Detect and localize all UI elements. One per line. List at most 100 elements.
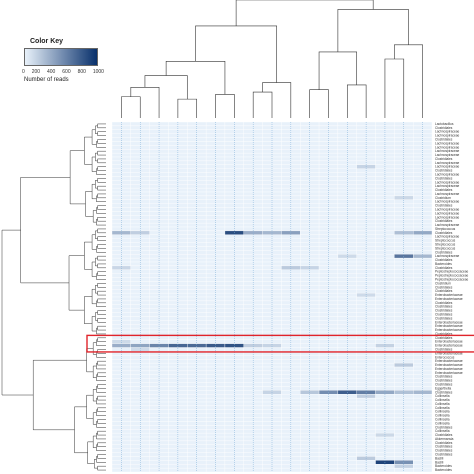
- dendrogram-branch: [384, 58, 405, 118]
- row-label: Clostridiales: [435, 258, 453, 262]
- dendrogram-branch: [96, 339, 106, 346]
- row-label: Enterobacteriaceae: [435, 293, 463, 297]
- dendrogram-branch: [97, 244, 106, 249]
- row-label: Clostridiales: [435, 452, 453, 456]
- row-label: Lachnospiraceae: [435, 130, 460, 134]
- dendrogram-branch: [97, 271, 106, 276]
- dendrogram-branch: [96, 218, 106, 226]
- row-label: Enterococcus: [435, 355, 455, 359]
- row-label: Bacilli: [435, 460, 444, 464]
- row-label: Bacilli: [435, 456, 444, 460]
- dendrogram-branch: [86, 394, 94, 419]
- dendrogram-branch: [96, 421, 106, 428]
- row-label: Clostridiales: [435, 285, 453, 289]
- dendrogram-branch: [177, 98, 198, 118]
- dendrogram-branch: [85, 191, 94, 217]
- dendrogram-branch: [97, 228, 106, 234]
- row-label: Bacteroides: [435, 464, 452, 468]
- dendrogram-branch: [84, 241, 93, 270]
- dendrogram-branch: [96, 362, 106, 370]
- row-label: Clostridiales: [435, 390, 453, 394]
- row-label: Akkermansia: [435, 437, 454, 441]
- dendrogram-branch: [97, 263, 106, 269]
- dendrogram-branch: [95, 312, 98, 321]
- row-label: Collinsella: [435, 410, 450, 414]
- row-label: Bacteroides: [435, 468, 452, 472]
- row-label: Enterobacteriaceae: [435, 367, 463, 371]
- row-label: Collinsella: [435, 398, 450, 402]
- dendrogram-branch: [92, 435, 97, 448]
- dendrogram-branch: [92, 210, 97, 223]
- dendrogram-branch: [96, 409, 106, 416]
- dendrogram-branch: [69, 150, 86, 205]
- dendrogram-branch: [97, 205, 106, 210]
- dendrogram-branch: [252, 91, 273, 118]
- row-label: Clostridiales: [435, 188, 453, 192]
- row-label: Clostridiales: [435, 219, 453, 223]
- row-label: Enterobacteriaceae: [435, 340, 463, 344]
- row-label: Collinsella: [435, 394, 450, 398]
- row-label: Clostridiales: [435, 332, 453, 336]
- dendrogram-branch: [97, 158, 106, 164]
- row-label: Clostridiales: [435, 375, 453, 379]
- dendrogram-branch: [97, 255, 106, 261]
- dendrogram-branch: [97, 150, 106, 156]
- row-label: Clostridiales: [435, 445, 453, 449]
- row-label: Clostridiales: [435, 176, 453, 180]
- dendrogram-branch: [74, 406, 88, 454]
- dendrogram-branch: [91, 183, 97, 200]
- dendrogram-branch: [95, 125, 98, 134]
- dendrogram-branch: [96, 207, 106, 214]
- dendrogram-branch: [96, 444, 106, 451]
- row-label: Clostridium: [435, 196, 451, 200]
- row-label: Clostridiales: [435, 137, 453, 141]
- row-label: Lachnospiraceae: [435, 235, 460, 239]
- dendrogram-branch: [96, 141, 106, 148]
- row-label: Clostridiales: [435, 379, 453, 383]
- row-labels: LactobacillusClostridialesLachnospiracea…: [435, 122, 469, 472]
- color-key-tick: 600: [62, 69, 71, 75]
- dendrogram-branch: [97, 298, 106, 304]
- row-label: Clostridiales: [435, 382, 453, 386]
- dendrogram-branch: [96, 456, 106, 463]
- dendrogram-branch: [262, 82, 292, 118]
- dendrogram-branch: [91, 156, 97, 172]
- dendrogram-branch: [86, 348, 94, 373]
- dendrogram-branch: [309, 89, 329, 118]
- dendrogram-branch: [215, 94, 235, 118]
- row-label: Clostridiales: [435, 126, 453, 130]
- dendrogram-branch: [97, 139, 106, 144]
- dendrogram-branch: [96, 374, 106, 381]
- dendrogram-branch: [32, 359, 87, 431]
- highlight-rectangle: [86, 334, 474, 353]
- dendrogram-branch: [96, 432, 106, 440]
- dendrogram-branch: [96, 397, 106, 405]
- dendrogram-branch: [97, 430, 106, 436]
- color-key-label: Number of reads: [24, 77, 69, 83]
- dendrogram-branch: [97, 465, 106, 471]
- color-key-tick: 0: [22, 69, 25, 75]
- dendrogram-branch: [20, 177, 71, 284]
- row-label: Bacteroides: [435, 262, 452, 266]
- dendrogram-branch: [97, 283, 106, 288]
- dendrogram-branch: [97, 395, 106, 401]
- dendrogram-branch: [97, 360, 106, 366]
- row-label: Lachnospiraceae: [435, 180, 460, 184]
- row-label: Clostridiales: [435, 157, 453, 161]
- dendrogram-branch: [97, 217, 106, 222]
- row-label: Collinsella: [435, 429, 450, 433]
- dendrogram-branch: [97, 384, 106, 389]
- row-label: Lachnospiraceae: [435, 141, 460, 145]
- dendrogram-branch: [92, 389, 97, 402]
- dendrogram-branch: [318, 51, 358, 90]
- dendrogram-branch: [346, 84, 367, 118]
- row-label: Peptostreptococcaceae: [435, 277, 469, 281]
- row-label: Clostridiales: [435, 309, 453, 313]
- row-label: Enterobacteriaceae: [435, 297, 463, 301]
- row-label: Clostridiales: [435, 433, 453, 437]
- row-label: Enterobacteriaceae: [435, 363, 463, 367]
- dendrogram-branch: [91, 261, 97, 277]
- row-label: Lactobacillus: [435, 122, 454, 126]
- dendrogram-branch: [95, 180, 98, 189]
